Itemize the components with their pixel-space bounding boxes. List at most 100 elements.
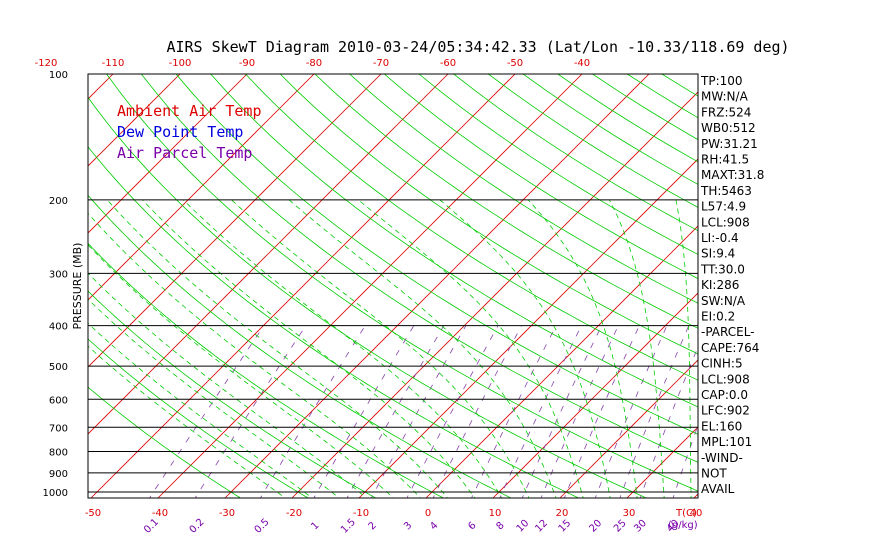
bottom-temp-tick-label: -20: [286, 508, 302, 519]
moist-adiabat-line: [288, 199, 557, 498]
index-line: TT:30.0: [700, 262, 745, 276]
index-line: AVAIL: [701, 482, 735, 496]
dry-adiabat-line: [314, 74, 698, 329]
isotherm-line: [88, 74, 181, 167]
pressure-tick-label: 1000: [43, 488, 68, 499]
legend-entry: Ambient Air Temp: [117, 102, 262, 120]
isotherm-line: [90, 74, 516, 498]
moist-adiabat-line: [439, 199, 611, 498]
plot-frame: [87, 73, 699, 499]
index-line: RH:41.5: [701, 153, 749, 167]
bottom-temp-tick-label: -30: [219, 508, 235, 519]
mixing-ratio-line: [432, 325, 522, 498]
isotherm-line: [291, 91, 698, 498]
bottom-temp-tick-label: 0: [425, 508, 431, 519]
mixing-ratio-line: [149, 325, 265, 498]
index-line: CAP:0.0: [701, 388, 748, 402]
dry-adiabat-line: [210, 74, 698, 408]
pressure-tick-label: 800: [49, 447, 68, 458]
index-line: CAPE:764: [701, 341, 759, 355]
y-axis-label: PRESSURE (MB): [71, 243, 84, 330]
index-line: WB0:512: [701, 121, 756, 135]
isotherm-line: [224, 74, 650, 498]
top-temp-tick-label: -60: [440, 58, 456, 69]
bottom-temp-tick-label: 10: [489, 508, 502, 519]
top-temp-tick-label: -70: [373, 58, 389, 69]
index-line: SI:9.4: [701, 247, 735, 261]
moist-adiabat-line: [88, 244, 394, 498]
mixing-ratio-unit-label: (g/kg): [668, 520, 698, 531]
dry-adiabat-line: [88, 96, 648, 498]
dry-adiabat-line: [383, 74, 698, 280]
dry-adiabat-line: [418, 74, 698, 255]
bottom-temp-tick-label: 40: [690, 508, 703, 519]
isotherm-line: [88, 74, 315, 301]
bottom-temp-tick-label: 30: [623, 508, 636, 519]
index-line: KI:286: [701, 278, 739, 292]
dry-adiabat-line: [88, 146, 580, 498]
isotherm-line: [626, 426, 698, 498]
index-line: NOT: [701, 467, 727, 481]
index-line: TH:5463: [700, 184, 752, 198]
pressure-tick-label: 900: [49, 469, 68, 480]
temp-unit-label: T(C): [675, 508, 697, 519]
index-line: MAXT:31.8: [701, 168, 764, 182]
mixing-ratio-line: [471, 325, 557, 498]
index-line: EL:160: [701, 419, 742, 433]
moist-adiabat-line: [106, 199, 449, 498]
moist-adiabat-line: [142, 199, 476, 498]
isotherm-line: [88, 74, 382, 368]
bottom-temp-tick-label: -50: [85, 508, 101, 519]
moist-adiabat-line: [182, 199, 503, 498]
index-line: LCL:908: [701, 215, 750, 229]
moist-adiabat-line: [88, 212, 422, 498]
dry-adiabat-line: [279, 74, 698, 355]
index-line: MPL:101: [701, 435, 752, 449]
dry-adiabat-line: [88, 194, 512, 498]
pressure-tick-label: 200: [49, 196, 68, 207]
mixing-ratio-line: [594, 325, 668, 498]
legend-entry: Dew Point Temp: [117, 123, 243, 141]
moist-adiabat-line: [675, 199, 692, 498]
dry-adiabat-line: [175, 74, 698, 435]
top-temp-tick-label: -100: [169, 58, 192, 69]
mixing-ratio-line: [521, 325, 602, 498]
index-line: -WIND-: [701, 451, 743, 465]
isotherm-line: [88, 74, 449, 435]
moist-adiabat-line: [609, 199, 665, 498]
pressure-tick-label: 600: [49, 395, 68, 406]
index-line: EI:0.2: [701, 310, 735, 324]
moist-adiabat-line: [88, 272, 367, 498]
moist-adiabat-line: [527, 199, 638, 498]
top-temp-tick-label: -110: [102, 58, 125, 69]
mixing-ratio-line: [540, 325, 619, 498]
moist-adiabat-line: [231, 199, 530, 498]
index-line: TP:100: [700, 74, 743, 88]
index-line: LI:-0.4: [701, 231, 739, 245]
bottom-temp-tick-label: 20: [556, 508, 569, 519]
pressure-tick-label: 400: [49, 322, 68, 333]
index-line: -PARCEL-: [701, 325, 755, 339]
isotherm-line: [425, 225, 698, 498]
mixing-ratio-line: [619, 325, 690, 498]
index-line: PW:31.21: [701, 137, 758, 151]
top-temp-tick-label: -50: [507, 58, 523, 69]
pressure-tick-label: 500: [49, 362, 68, 373]
top-temp-tick-label: -40: [574, 58, 590, 69]
index-line: MW:N/A: [701, 90, 749, 104]
grid-layer: [88, 74, 698, 498]
dry-adiabat-line: [349, 74, 698, 304]
index-line: LFC:902: [701, 404, 750, 418]
pressure-tick-label: 300: [49, 269, 68, 280]
top-temp-tick-label: -90: [239, 58, 255, 69]
dry-adiabat-line: [140, 74, 698, 463]
mixing-ratio-line: [406, 325, 499, 498]
index-line: SW:N/A: [701, 294, 746, 308]
legend: Ambient Air Temp Dew Point Temp Air Parcel…: [117, 102, 262, 162]
dry-adiabat-line: [244, 74, 698, 381]
dry-adiabat-line: [88, 290, 377, 498]
bottom-temp-tick-label: -40: [152, 508, 168, 519]
pressure-tick-label: 700: [49, 423, 68, 434]
mixing-ratio-line: [639, 345, 698, 498]
